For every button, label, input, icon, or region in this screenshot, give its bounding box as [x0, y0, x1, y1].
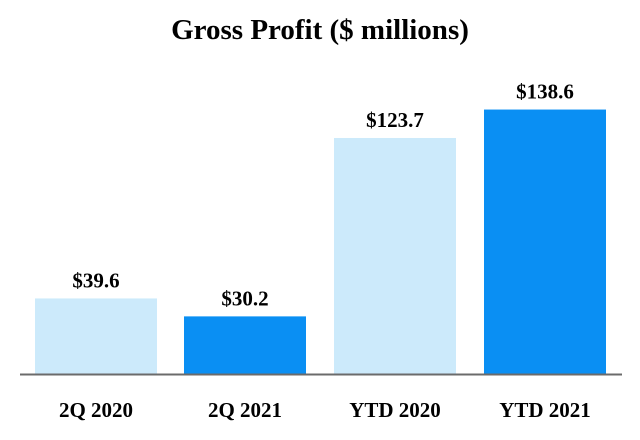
category-label-ytd-2021: YTD 2021 — [499, 398, 591, 422]
bar-ytd-2020 — [334, 137, 456, 374]
chart-title: Gross Profit ($ millions) — [171, 14, 469, 46]
category-labels-group: 2Q 2020 2Q 2021 YTD 2020 YTD 2021 — [59, 398, 591, 422]
category-label-2q-2020: 2Q 2020 — [59, 398, 133, 422]
category-label-ytd-2020: YTD 2020 — [349, 398, 441, 422]
value-label-ytd-2020: $123.7 — [366, 108, 424, 132]
value-label-ytd-2021: $138.6 — [516, 80, 574, 104]
bar-2q-2020 — [35, 298, 157, 374]
category-label-2q-2021: 2Q 2021 — [208, 398, 282, 422]
value-label-2q-2021: $30.2 — [221, 286, 268, 310]
bar-2q-2021 — [184, 316, 306, 374]
value-label-2q-2020: $39.6 — [72, 268, 119, 292]
bar-ytd-2021 — [484, 109, 606, 374]
value-labels-group: $39.6 $30.2 $123.7 $138.6 — [72, 80, 574, 311]
bars-group — [35, 109, 606, 374]
